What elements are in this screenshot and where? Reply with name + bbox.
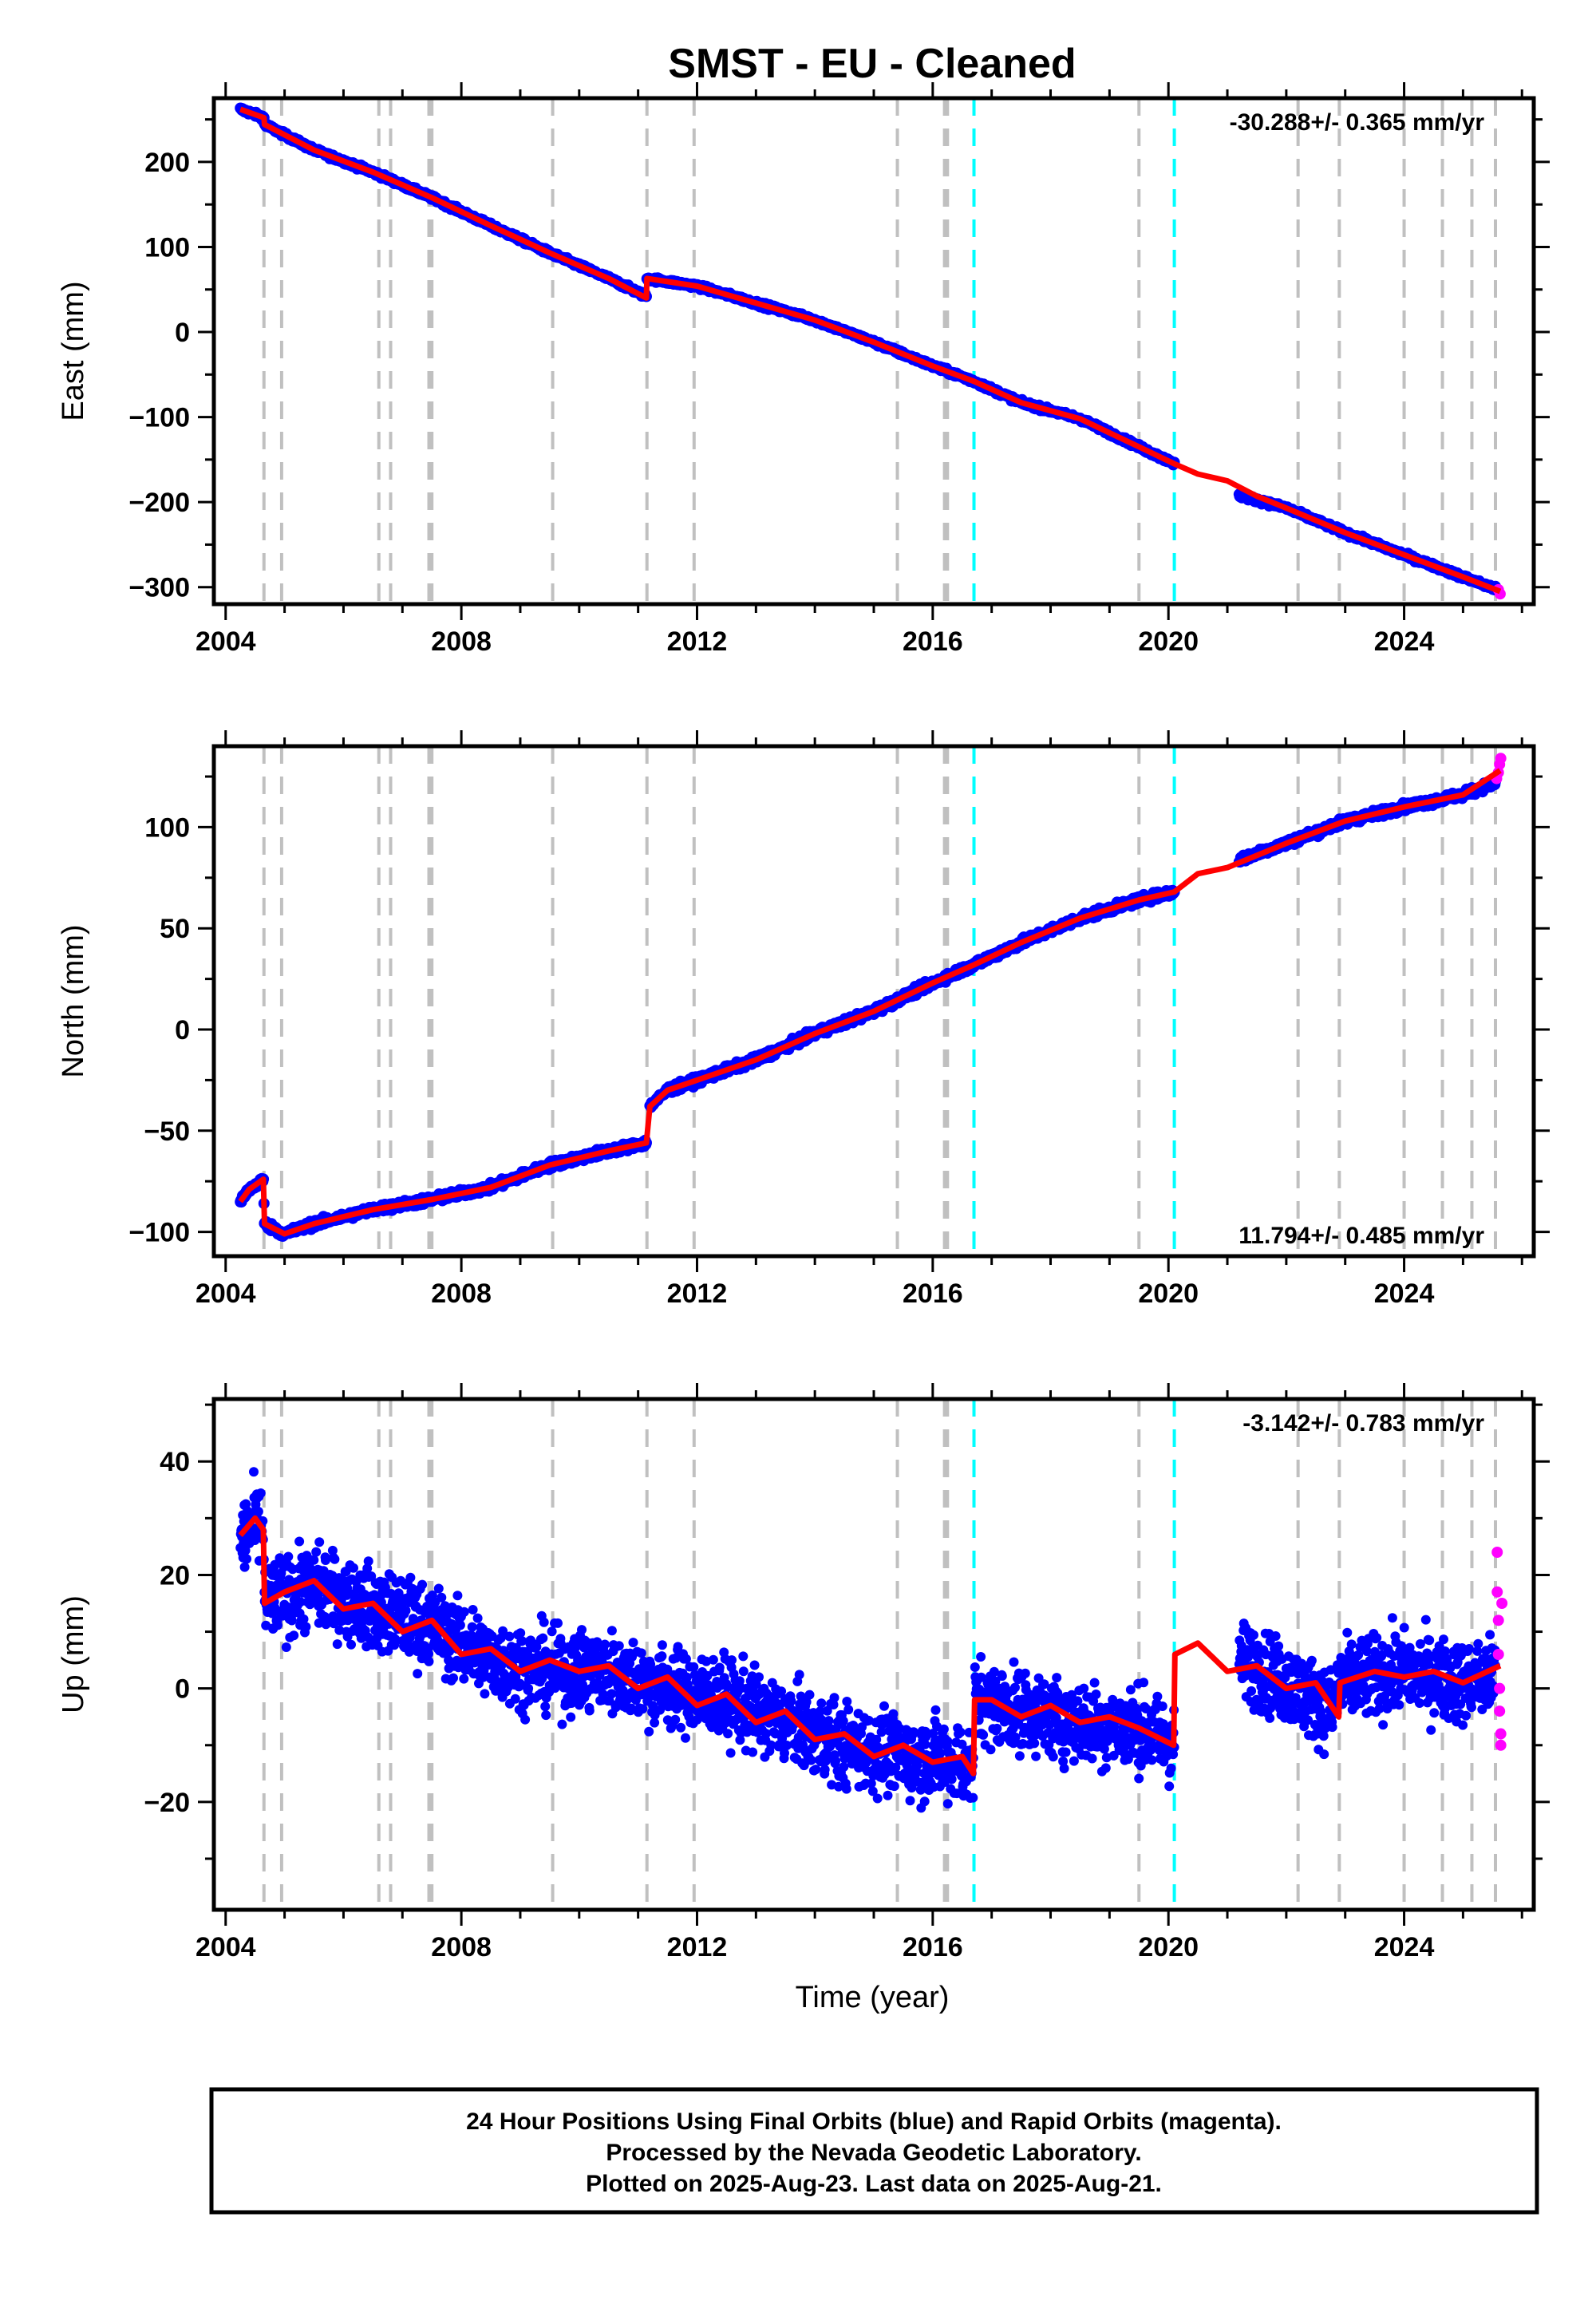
velocity-annotation: -30.288+/- 0.365 mm/yr: [1230, 109, 1485, 136]
final-orbit-point: [327, 1545, 338, 1555]
final-orbit-point: [273, 1620, 282, 1630]
x-tick-label: 2020: [1138, 626, 1199, 657]
final-orbit-point: [330, 1554, 340, 1564]
y-tick-label: −100: [128, 403, 190, 433]
final-orbit-point: [239, 1562, 250, 1572]
final-orbit-point: [314, 1537, 325, 1547]
north-panel: 2004 2008 2012 2016 2020 2024 −100 −50 0 50 100 Nor…: [57, 730, 1550, 1309]
y-tick-label: −100: [128, 1218, 190, 1248]
final-orbit-point: [242, 1554, 252, 1564]
final-orbit-point: [295, 1597, 306, 1607]
y-ticks: [198, 775, 1550, 1234]
y-tick-label: 200: [144, 148, 190, 178]
model-fit-line: [239, 106, 1502, 595]
final-orbit-point: [321, 1555, 330, 1565]
y-tick-label: 0: [175, 1015, 190, 1045]
velocity-annotation: 11.794+/- 0.485 mm/yr: [1238, 1223, 1484, 1249]
y-tick-label: 100: [144, 232, 190, 263]
final-orbit-point: [301, 1622, 311, 1632]
x-ticks: [224, 730, 1523, 1272]
y-tick-label: 0: [175, 318, 190, 348]
y-axis-label: East (mm): [57, 281, 90, 421]
final-orbit-point: [249, 1467, 259, 1477]
final-orbit-point: [281, 1642, 291, 1652]
x-tick-label: 2004: [196, 626, 256, 657]
x-tick-label: 2004: [196, 1279, 256, 1309]
final-orbit-point: [283, 1551, 294, 1562]
final-orbit-point: [346, 1639, 356, 1650]
x-tick-label: 2024: [1374, 626, 1435, 657]
x-tick-label: 2012: [667, 1279, 728, 1309]
plot-background: [214, 1399, 1534, 1910]
y-tick-label: 100: [144, 812, 190, 843]
rapid-orbit-point: [1495, 753, 1507, 765]
final-orbit-point: [261, 1620, 271, 1630]
final-orbit-point: [253, 1507, 263, 1516]
y-tick-label: −300: [128, 573, 190, 603]
final-orbit-point: [349, 1563, 358, 1573]
y-ticks: [198, 118, 1550, 589]
model-fit-line: [238, 768, 1502, 1237]
x-tick-label: 2016: [903, 626, 963, 657]
final-orbit-point: [332, 1639, 342, 1650]
y-tick-label: 50: [160, 914, 190, 944]
x-tick-label: 2008: [431, 626, 492, 657]
final-orbit-point: [255, 1488, 266, 1498]
x-tick-label: 2024: [1374, 1279, 1435, 1309]
east-panel: 2004 2008 2012 2016 2020 2024 −300 −200 −100 0 100…: [57, 82, 1550, 657]
y-tick-label: −200: [128, 488, 190, 518]
y-tick-label: −50: [144, 1117, 190, 1147]
final-orbit-point: [311, 1547, 322, 1557]
x-tick-label: 2012: [667, 626, 728, 657]
x-tick-label: 2016: [903, 1279, 963, 1309]
plot-area: [235, 98, 1506, 604]
chart-title: SMST - EU - Cleaned: [668, 41, 1076, 87]
final-orbit-point: [294, 1536, 305, 1547]
final-orbit-point: [289, 1630, 299, 1641]
final-orbit-point: [298, 1614, 309, 1624]
plot-area: [235, 746, 1507, 1256]
x-tick-label: 2020: [1138, 1279, 1199, 1309]
y-axis-label: North (mm): [57, 924, 90, 1077]
plot-area: [235, 1399, 1508, 1910]
final-orbit-point: [309, 1555, 319, 1565]
x-tick-label: 2008: [431, 1279, 492, 1309]
x-ticks: [224, 82, 1523, 620]
